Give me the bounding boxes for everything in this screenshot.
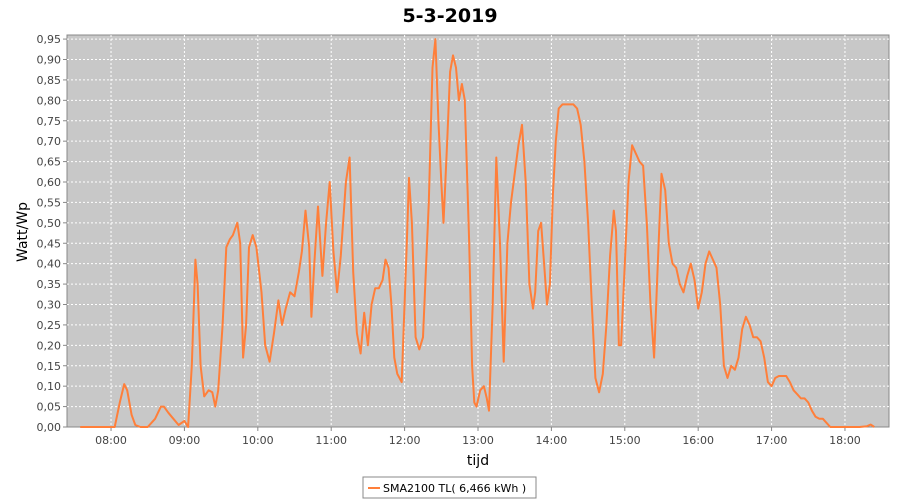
y-tick-label: 0,15 <box>37 360 62 373</box>
legend-box <box>362 476 537 499</box>
y-tick-label: 0,70 <box>37 135 62 148</box>
y-tick-label: 0,60 <box>37 176 62 189</box>
y-tick-label: 0,50 <box>37 217 62 230</box>
x-axis-label: tijd <box>467 453 489 469</box>
y-axis-label: Watt/Wp <box>15 202 31 262</box>
y-tick-label: 0,55 <box>37 196 62 209</box>
y-axis-ticks: 0,00 0,05 0,10 0,15 0,20 0,25 0,30 0,35 0,40 0,45… <box>37 33 67 434</box>
x-tick-label: 16:00 <box>682 434 714 447</box>
x-tick-label: 14:00 <box>536 434 568 447</box>
y-tick-label: 0,05 <box>37 401 62 414</box>
y-tick-label: 0,75 <box>37 115 62 128</box>
x-tick-label: 08:00 <box>95 434 127 447</box>
x-axis-ticks: 08:00 09:00 10:00 11:00 12:00 13:00 14:00 15:00… <box>95 427 861 447</box>
x-tick-label: 12:00 <box>389 434 421 447</box>
legend: SMA2100 TL( 6,466 kWh ) <box>362 476 537 499</box>
x-tick-label: 13:00 <box>462 434 494 447</box>
x-tick-label: 17:00 <box>756 434 788 447</box>
y-tick-label: 0,10 <box>37 380 62 393</box>
y-tick-label: 0,00 <box>37 421 62 434</box>
y-tick-label: 0,40 <box>37 258 62 271</box>
y-tick-label: 0,30 <box>37 299 62 312</box>
x-tick-label: 10:00 <box>242 434 274 447</box>
x-tick-label: 15:00 <box>609 434 641 447</box>
y-tick-label: 0,95 <box>37 33 62 46</box>
y-tick-label: 0,25 <box>37 319 62 332</box>
y-tick-label: 0,80 <box>37 94 62 107</box>
y-tick-label: 0,85 <box>37 74 62 87</box>
series-layer <box>80 38 875 428</box>
y-tick-label: 0,45 <box>37 237 62 250</box>
legend-label: SMA2100 TL( 6,466 kWh ) <box>383 482 526 495</box>
x-tick-label: 11:00 <box>315 434 347 447</box>
chart-title: 5-3-2019 <box>402 5 497 27</box>
y-tick-label: 0,20 <box>37 339 62 352</box>
x-tick-label: 09:00 <box>169 434 201 447</box>
y-tick-label: 0,90 <box>37 54 62 67</box>
series-line <box>80 38 875 428</box>
y-tick-label: 0,35 <box>37 278 62 291</box>
x-tick-label: 18:00 <box>829 434 861 447</box>
y-tick-label: 0,65 <box>37 156 62 169</box>
